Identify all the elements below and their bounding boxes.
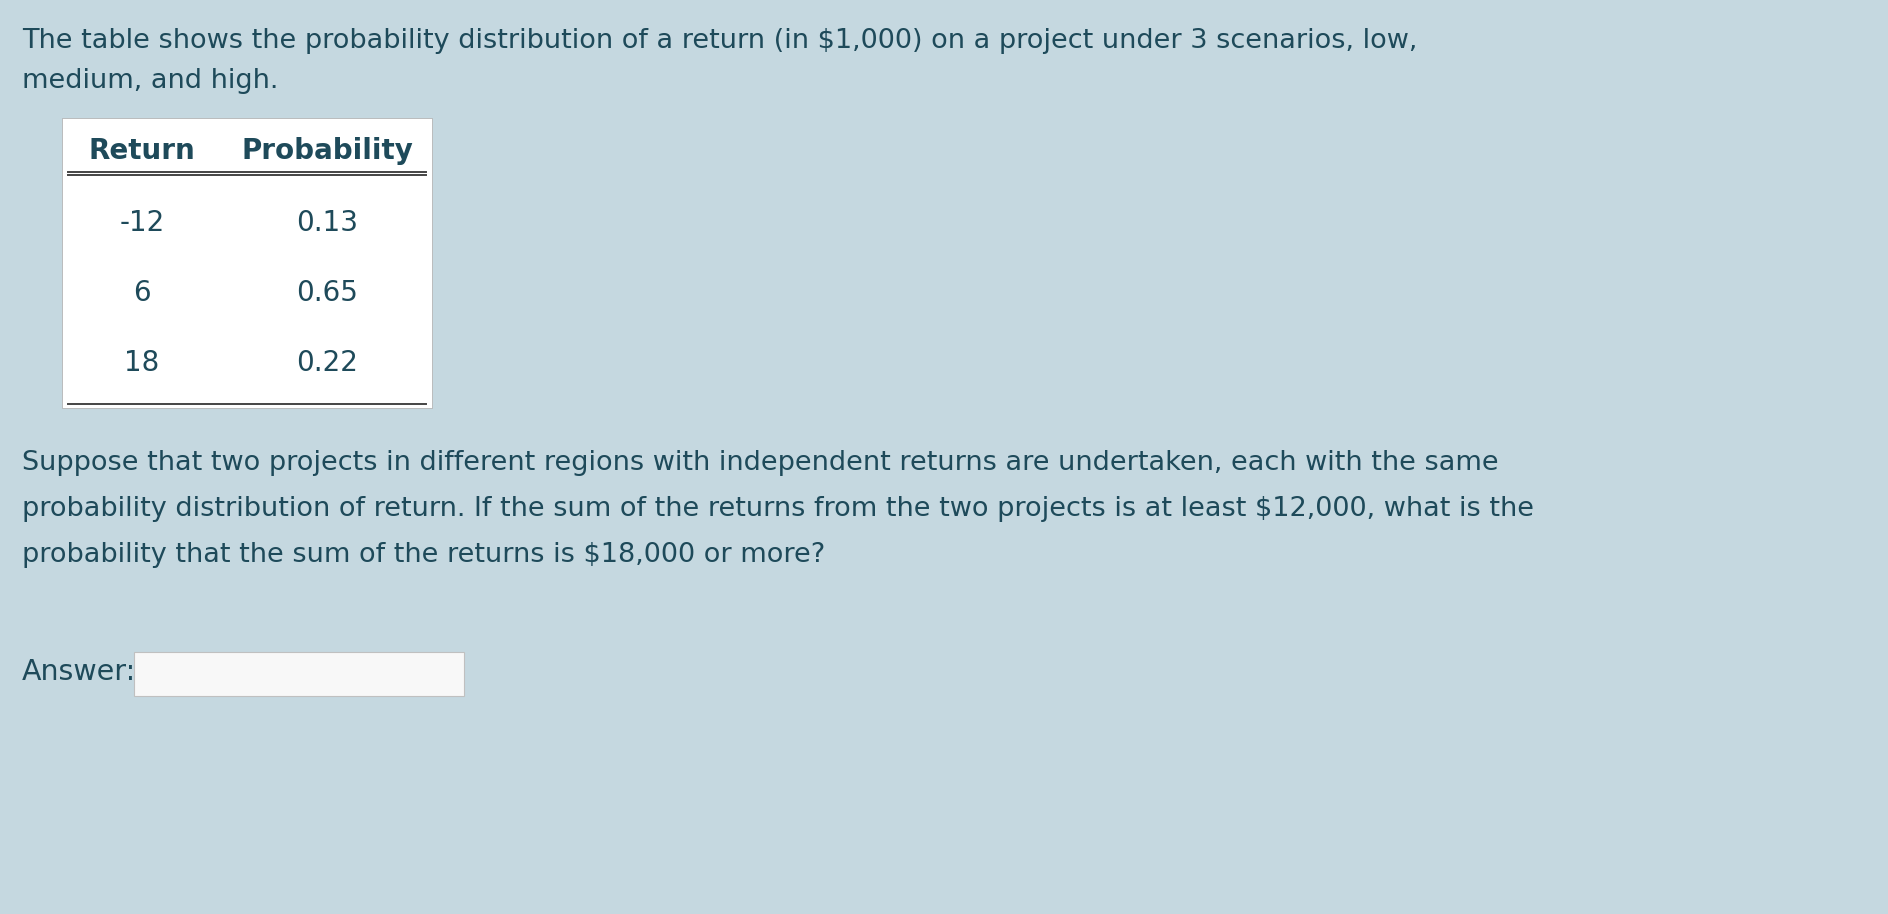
Text: 0.65: 0.65	[296, 279, 359, 307]
Text: 0.22: 0.22	[296, 349, 359, 377]
Text: 6: 6	[134, 279, 151, 307]
Text: Answer:: Answer:	[23, 658, 136, 686]
FancyBboxPatch shape	[62, 118, 432, 408]
Text: 0.13: 0.13	[296, 209, 359, 237]
Text: probability distribution of return. If the sum of the returns from the two proje: probability distribution of return. If t…	[23, 496, 1533, 522]
Text: 18: 18	[125, 349, 160, 377]
Text: Return: Return	[89, 137, 194, 165]
Text: -12: -12	[119, 209, 164, 237]
Text: medium, and high.: medium, and high.	[23, 68, 278, 94]
FancyBboxPatch shape	[134, 652, 464, 696]
Text: Suppose that two projects in different regions with independent returns are unde: Suppose that two projects in different r…	[23, 450, 1499, 476]
Text: probability that the sum of the returns is $18,000 or more?: probability that the sum of the returns …	[23, 542, 825, 568]
Text: Probability: Probability	[242, 137, 413, 165]
Text: The table shows the probability distribution of a return (in $1,000) on a projec: The table shows the probability distribu…	[23, 28, 1418, 54]
